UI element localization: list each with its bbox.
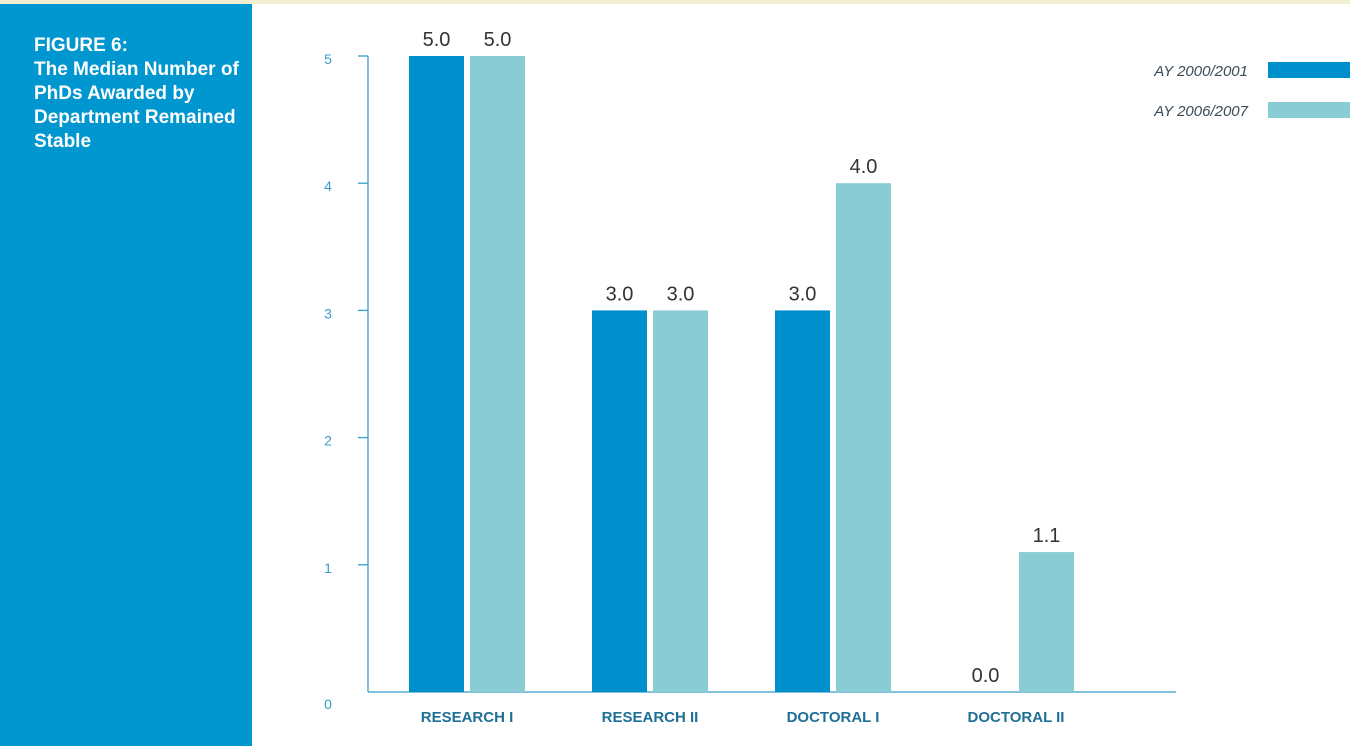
bar-value-label: 3.0 <box>667 283 695 305</box>
legend-label: AY 2000/2001 <box>1153 63 1248 80</box>
bar-ay2000-research-ii <box>592 310 647 692</box>
bar-ay2006-doctoral-ii <box>1019 552 1074 692</box>
top-rule <box>0 0 1350 4</box>
y-tick-label: 1 <box>324 560 332 576</box>
bar-ay2000-research-i <box>409 56 464 692</box>
y-tick-label: 0 <box>324 696 332 712</box>
y-tick-label: 4 <box>324 178 332 194</box>
bar-value-label: 3.0 <box>789 283 817 305</box>
chart-bars <box>409 56 1074 692</box>
legend-swatch <box>1268 102 1350 118</box>
chart-category-labels: RESEARCH I RESEARCH II DOCTORAL I DOCTORAL … <box>421 709 1065 726</box>
y-tick-label: 2 <box>324 433 332 449</box>
bar-ay2000-doctoral-i <box>775 310 830 692</box>
x-category-label: DOCTORAL I <box>787 709 880 726</box>
bar-ay2006-research-i <box>470 56 525 692</box>
figure-number: FIGURE 6: <box>34 35 128 56</box>
legend-swatch <box>1268 62 1350 78</box>
x-category-label: DOCTORAL II <box>968 709 1065 726</box>
x-category-label: RESEARCH II <box>602 709 699 726</box>
bar-value-label: 5.0 <box>423 29 451 51</box>
figure-sidebar: FIGURE 6: The Median Number of PhDs Awar… <box>0 4 252 746</box>
chart-legend: AY 2000/2001 AY 2006/2007 <box>1153 62 1350 120</box>
bar-ay2006-doctoral-i <box>836 183 891 692</box>
x-category-label: RESEARCH I <box>421 709 514 726</box>
bar-ay2006-research-ii <box>653 310 708 692</box>
bar-chart: 0 1 2 3 4 5 5.0 3.0 3.0 0.0 5.0 3.0 4.0 1.1 RESEARCH… <box>324 29 1350 726</box>
y-tick-label: 5 <box>324 51 332 67</box>
chart-value-labels: 5.0 3.0 3.0 0.0 5.0 3.0 4.0 1.1 <box>423 29 1061 687</box>
bar-value-label: 1.1 <box>1033 525 1061 547</box>
figure-caption: FIGURE 6: The Median Number of PhDs Awar… <box>34 34 239 154</box>
legend-label: AY 2006/2007 <box>1153 103 1248 120</box>
bar-value-label: 5.0 <box>484 29 512 51</box>
bar-value-label: 4.0 <box>850 156 878 178</box>
y-tick-label: 3 <box>324 305 332 321</box>
figure-title: The Median Number of PhDs Awarded by Dep… <box>34 59 239 152</box>
bar-value-label: 3.0 <box>606 283 634 305</box>
bar-value-label: 0.0 <box>972 665 1000 687</box>
